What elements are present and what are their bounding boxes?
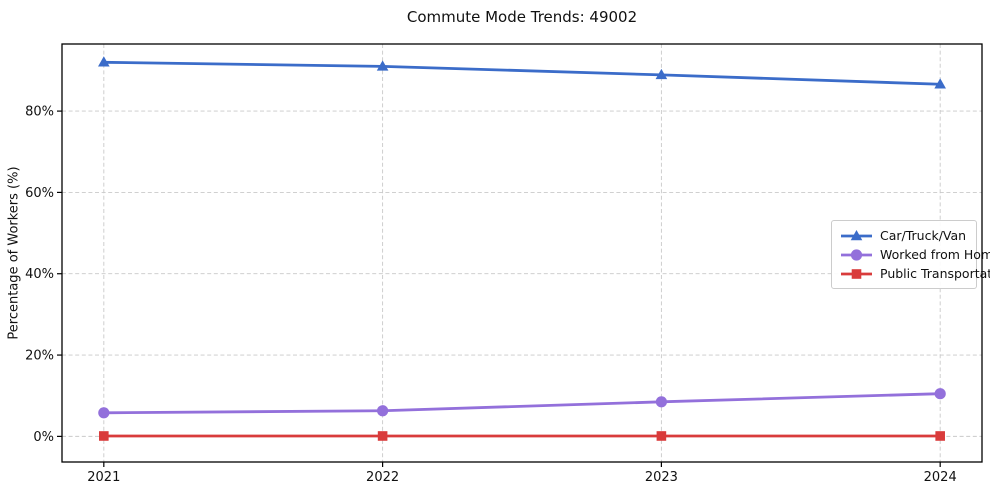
legend-label: Car/Truck/Van: [880, 228, 967, 243]
svg-text:40%: 40%: [25, 267, 54, 282]
legend-item: Worked from Home: [840, 245, 990, 264]
legend-swatch-icon: [841, 268, 872, 279]
legend-swatch-icon: [841, 229, 872, 240]
svg-text:2022: 2022: [366, 470, 399, 485]
chart-title: Commute Mode Trends: 49002: [406, 8, 638, 26]
svg-text:2023: 2023: [645, 470, 678, 485]
legend-item: Public Transportation: [840, 264, 990, 283]
legend: Car/Truck/Van Worked from Home Public Tran…: [831, 220, 990, 289]
svg-text:2024: 2024: [924, 470, 957, 485]
svg-text:60%: 60%: [25, 186, 54, 201]
legend-label: Public Transportation: [880, 266, 990, 281]
svg-text:20%: 20%: [25, 349, 54, 364]
svg-text:0%: 0%: [33, 430, 54, 445]
svg-text:80%: 80%: [25, 105, 54, 120]
legend-swatch-icon: [841, 248, 872, 261]
svg-text:2021: 2021: [87, 470, 120, 485]
legend-item: Car/Truck/Van: [840, 226, 968, 245]
legend-label: Worked from Home: [880, 247, 990, 262]
